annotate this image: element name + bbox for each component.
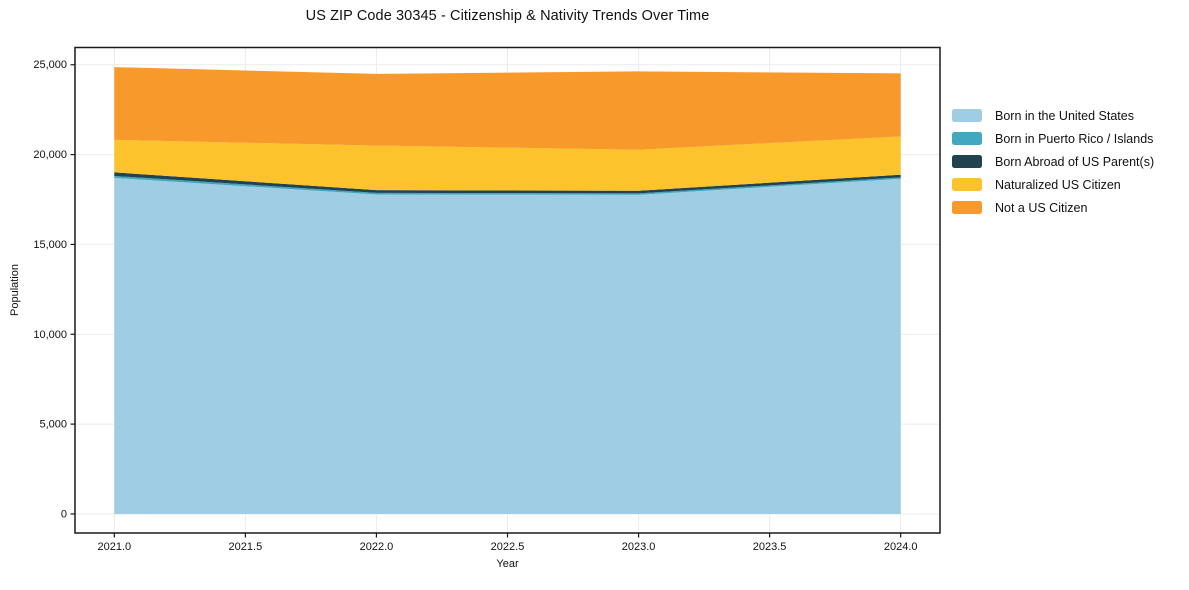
y-tick-label: 10,000 [33, 329, 67, 341]
y-tick-label: 15,000 [33, 239, 67, 251]
y-tick-label: 20,000 [33, 149, 67, 161]
x-axis-label: Year [496, 558, 519, 570]
y-tick-label: 0 [61, 508, 67, 520]
chart-title: US ZIP Code 30345 - Citizenship & Nativi… [305, 8, 710, 24]
legend-label: Naturalized US Citizen [995, 177, 1121, 192]
x-tick-label: 2022.0 [360, 541, 394, 553]
legend-item-3: Naturalized US Citizen [952, 173, 1154, 196]
x-tick-label: 2022.5 [491, 541, 525, 553]
legend-swatch [952, 109, 982, 122]
legend-swatch [952, 201, 982, 214]
x-tick-label: 2023.0 [622, 541, 656, 553]
legend-item-2: Born Abroad of US Parent(s) [952, 150, 1154, 173]
y-axis-label: Population [9, 264, 21, 316]
x-tick-label: 2024.0 [884, 541, 918, 553]
x-tick-label: 2023.5 [753, 541, 787, 553]
legend-label: Born in the United States [995, 108, 1134, 123]
legend-label: Born in Puerto Rico / Islands [995, 131, 1154, 146]
legend-swatch [952, 132, 982, 145]
y-tick-label: 5,000 [39, 419, 67, 431]
area-series-0 [114, 177, 901, 514]
legend-swatch [952, 178, 982, 191]
y-tick-label: 25,000 [33, 59, 67, 71]
x-tick-label: 2021.0 [97, 541, 131, 553]
legend-item-0: Born in the United States [952, 104, 1154, 127]
legend-item-1: Born in Puerto Rico / Islands [952, 127, 1154, 150]
legend-label: Born Abroad of US Parent(s) [995, 154, 1155, 169]
x-tick-label: 2021.5 [229, 541, 263, 553]
area-series-3 [114, 136, 901, 191]
legend-item-4: Not a US Citizen [952, 196, 1154, 219]
area-series-4 [114, 67, 901, 150]
area-series-2 [114, 172, 901, 194]
legend-label: Not a US Citizen [995, 200, 1088, 215]
legend-swatch [952, 155, 982, 168]
area-series-1 [114, 175, 901, 195]
legend: Born in the United States Born in Puerto … [952, 104, 1154, 219]
